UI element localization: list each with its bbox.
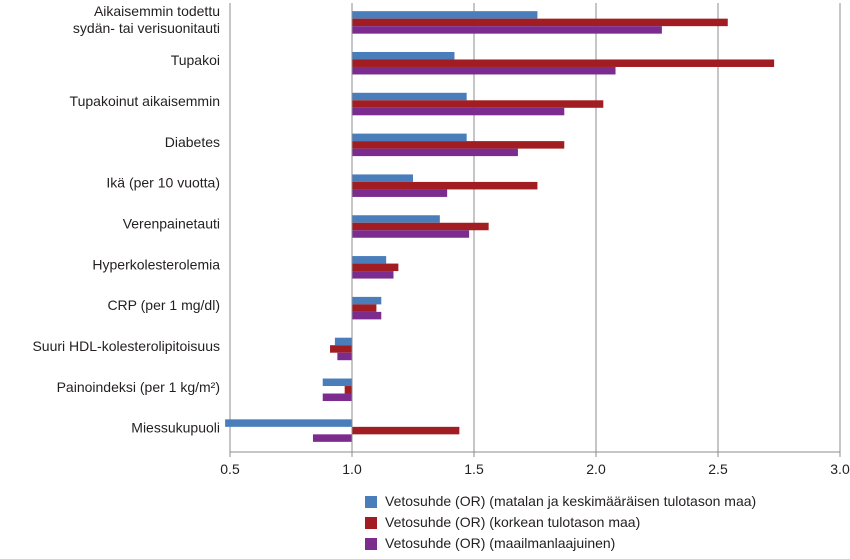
bar — [352, 181, 538, 190]
bar — [352, 11, 538, 19]
legend-label: Vetosuhde (OR) (matalan ja keskimääräise… — [385, 493, 757, 509]
bar — [322, 378, 352, 387]
bar — [330, 345, 352, 353]
bar — [352, 148, 518, 157]
bar — [352, 107, 565, 116]
bar — [352, 230, 470, 238]
legend-label: Vetosuhde (OR) (maailmanlaajuinen) — [385, 535, 616, 551]
bar — [352, 174, 413, 182]
legend-swatch — [365, 516, 377, 529]
bar — [352, 141, 565, 149]
bar — [352, 59, 775, 67]
x-tick-label: 2.5 — [708, 461, 728, 477]
bar — [352, 92, 467, 101]
bar — [225, 419, 352, 427]
bar — [352, 311, 382, 320]
legend-label: Vetosuhde (OR) (korkean tulotason maa) — [385, 514, 641, 530]
bar — [352, 18, 728, 27]
x-tick-label: 3.0 — [830, 461, 850, 477]
bar — [352, 133, 467, 142]
legend-item: Vetosuhde (OR) (korkean tulotason maa) — [365, 512, 756, 533]
category-label: Tupakoi — [171, 52, 220, 68]
bar — [352, 222, 489, 231]
category-label: Verenpainetauti — [123, 216, 220, 232]
x-tick-label: 1.0 — [342, 461, 362, 477]
category-label: Diabetes — [165, 134, 220, 150]
legend-swatch — [365, 537, 377, 550]
bar — [352, 26, 662, 34]
x-tick-label: 2.0 — [586, 461, 606, 477]
bar — [352, 304, 377, 312]
category-label: CRP (per 1 mg/dl) — [107, 297, 220, 313]
bar — [312, 434, 352, 442]
bar — [344, 386, 352, 394]
bar — [352, 51, 455, 60]
chart-svg: 0.5 1.0 1.5 2.0 2.5 3.0 Aikaisemmin todettusyd… — [32, 3, 850, 477]
x-tick-label: 0.5 — [220, 461, 240, 477]
bar — [352, 215, 440, 223]
bar — [352, 189, 448, 197]
x-tick-label: 1.5 — [464, 461, 484, 477]
category-label: sydän- tai verisuonitauti — [73, 20, 220, 36]
bar — [322, 393, 352, 402]
category-label: Hyperkolesterolemia — [92, 256, 220, 272]
category-label: Suuri HDL-kolesterolipitoisuus — [32, 338, 220, 354]
bar — [334, 337, 352, 346]
category-label: Miessukupuoli — [131, 420, 220, 436]
legend-item: Vetosuhde (OR) (matalan ja keskimääräise… — [365, 491, 756, 512]
category-label: Aikaisemmin todettu — [94, 3, 220, 19]
category-label: Ikä (per 10 vuotta) — [106, 175, 220, 191]
category-label: Tupakoinut aikaisemmin — [70, 93, 220, 109]
legend: Vetosuhde (OR) (matalan ja keskimääräise… — [365, 491, 756, 554]
bar — [352, 263, 399, 272]
bar — [352, 296, 382, 305]
bar — [352, 256, 387, 264]
bar — [352, 100, 604, 108]
bar — [352, 426, 460, 435]
category-label: Painoindeksi (per 1 kg/m²) — [57, 379, 220, 395]
bar — [352, 66, 616, 75]
legend-swatch — [365, 495, 377, 508]
bar — [352, 271, 394, 279]
legend-item: Vetosuhde (OR) (maailmanlaajuinen) — [365, 533, 756, 554]
bar — [337, 352, 352, 361]
